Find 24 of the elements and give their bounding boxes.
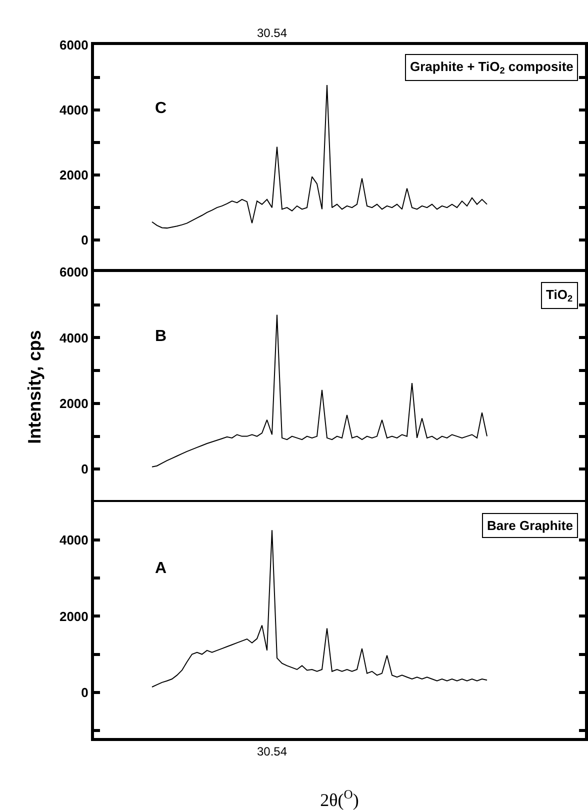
annotation: TiO$_{2}$ [546, 287, 572, 304]
y-tick-label: 4000 [59, 532, 88, 548]
y-tick-label: 0 [81, 684, 88, 700]
x-tick-label: 30.54 [256, 744, 288, 758]
line-series [152, 84, 488, 229]
x-tick-label: 30.54 [256, 26, 288, 40]
annotation: C [155, 100, 167, 117]
y-tick-label: 0 [81, 232, 88, 248]
annotation: B [155, 328, 167, 345]
annotation: A [155, 560, 167, 577]
y-tick-label: 4000 [59, 330, 88, 346]
annotation: Bare Graphite [487, 518, 573, 533]
y-tick-label: 6000 [59, 264, 88, 280]
line-series [152, 530, 488, 688]
y-axis-title: Intensity, cps [24, 330, 45, 444]
x-axis-title: 2θ($^{O}$) [320, 787, 359, 810]
y-tick-label: 6000 [59, 38, 88, 53]
line-series [152, 314, 488, 468]
y-tick-label: 2000 [59, 608, 88, 624]
annotation: Graphite + TiO$_{2}$ composite [410, 59, 574, 76]
y-tick-label: 0 [81, 462, 88, 477]
y-tick-label: 2000 [59, 168, 88, 183]
y-tick-label: 2000 [59, 396, 88, 411]
y-tick-label: 4000 [59, 102, 88, 118]
